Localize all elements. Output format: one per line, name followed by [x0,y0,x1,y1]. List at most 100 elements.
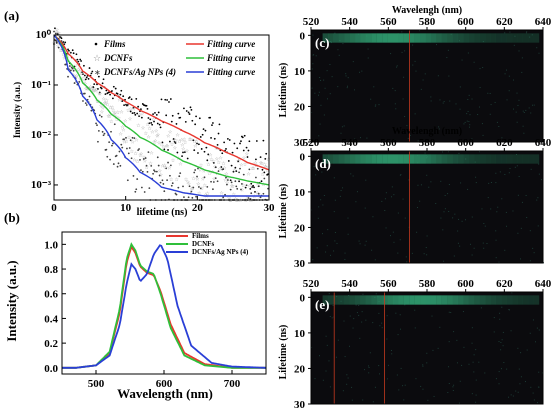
decay-point-films [84,78,87,81]
map-noise-speck [386,338,388,340]
decay-point-films [265,152,268,155]
decay-point-dcnfs: ☆ [61,52,66,58]
map-band-cell [403,154,410,164]
map-band-cell [474,295,480,305]
decay-point-films [120,89,123,92]
decay-point-dcnfs: ☆ [174,177,179,183]
map-noise-speck [414,113,416,115]
map-noise-speck [481,208,483,210]
map-noise-speck [404,304,406,306]
panel-b-label: (b) [4,210,20,225]
decay-point-dcnfs: ☆ [237,157,242,163]
map-band-cell [495,295,502,305]
map-noise-speck [339,195,341,197]
decay-point-dcnfs-ag [83,92,86,95]
decay-point-dcnfs: ☆ [150,130,155,136]
decay-point-films [105,89,108,92]
decay-point-dcnfs-ag [251,186,254,189]
map-noise-speck [368,372,370,374]
map-noise-speck [362,293,364,295]
map-noise-speck [460,182,462,184]
decay-point-films [228,139,231,141]
decay-point-dcnfs: ☆ [224,172,229,178]
decay-point-films [217,132,220,135]
decay-point-dcnfs-ag [235,185,238,188]
map-noise-speck [370,98,372,100]
map-noise-speck [432,349,434,351]
decay-point-dcnfs-ag [169,174,171,177]
decay-point-films [101,82,104,85]
decay-point-dcnfs-ag [212,188,214,191]
map-noise-speck [511,292,513,294]
map-band-cell [322,295,329,305]
map-band-cell [392,154,399,164]
decay-point-films [183,151,186,154]
decay-point-films [112,85,115,88]
panel-a-ytick-label: 10⁻³ [31,179,52,191]
map-noise-speck [469,114,471,116]
panel-a-xlabel: lifetime (ns) [137,207,188,218]
decay-point-dcnfs-ag [57,46,60,49]
decay-point-dcnfs: ☆ [144,131,149,137]
map-noise-speck [374,386,376,388]
decay-point-films [111,90,113,92]
map-noise-speck [347,233,349,235]
map-noise-speck [512,210,514,212]
legend-b-dcnfs-label: DCNFs [192,240,214,248]
map-band-cell [328,33,334,43]
map-band-cell [355,154,361,164]
map-band-cell [371,33,377,43]
map-noise-speck [349,345,351,347]
decay-point-films [202,128,205,131]
decay-point-dcnfs-ag [245,184,248,187]
decay-point-dcnfs-ag [212,181,215,183]
map-band-cell [398,33,404,43]
map-band-cell [485,33,491,43]
map-noise-speck [329,386,331,388]
panel-b-ytick-label: 0.6 [44,289,58,301]
map-noise-speck [394,90,396,92]
map-noise-speck [361,311,363,313]
map-xtick-label: 560 [380,278,397,290]
map-noise-speck [469,124,471,126]
decay-point-dcnfs: ☆ [81,76,86,82]
map-noise-speck [312,34,314,36]
map-noise-speck [400,367,402,369]
map-noise-speck [473,61,475,63]
map-panel-label: (d) [315,156,331,171]
decay-point-dcnfs: ☆ [217,166,222,172]
decay-point-dcnfs: ☆ [231,192,236,198]
decay-point-films [214,166,217,169]
decay-point-dcnfs: ☆ [76,67,81,73]
decay-point-films [220,166,223,168]
map-noise-speck [322,233,324,235]
map-noise-speck [325,335,327,337]
decay-point-films [254,190,256,193]
decay-point-films [247,149,250,152]
decay-point-films [161,141,164,144]
map-noise-speck [534,341,536,343]
map-noise-speck [538,173,540,175]
decay-point-dcnfs: ☆ [155,133,160,139]
decay-point-dcnfs: ☆ [245,152,250,158]
decay-point-films [102,78,105,81]
decay-point-dcnfs: ☆ [177,139,182,145]
map-noise-speck [386,378,388,380]
map-noise-speck [394,138,396,140]
map-ytick-label: 10 [294,66,306,78]
decay-point-films [75,53,78,56]
decay-point-dcnfs: ☆ [100,109,105,115]
map-noise-speck [540,179,542,181]
decay-point-dcnfs: ☆ [213,164,218,170]
map-noise-speck [416,231,418,233]
map-band-cell [371,154,377,164]
decay-point-films [159,126,162,129]
decay-point-dcnfs: ☆ [91,88,96,94]
decay-point-films [203,150,206,153]
decay-point-dcnfs: ☆ [113,111,118,117]
map-band-cell [436,33,442,43]
decay-point-films [77,60,80,63]
map-noise-speck [517,104,519,106]
decay-point-dcnfs: ☆ [206,162,211,168]
map-noise-speck [312,259,314,261]
